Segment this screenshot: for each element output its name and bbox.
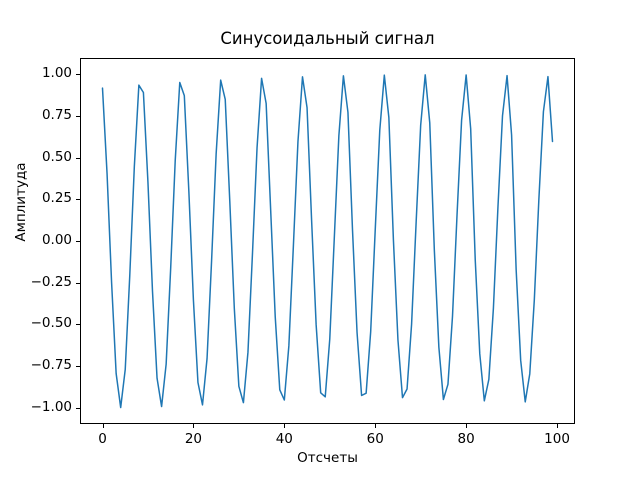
y-tick-mark bbox=[76, 116, 80, 117]
y-tick-label: 0.25 bbox=[41, 190, 72, 207]
x-tick-mark bbox=[557, 424, 558, 428]
x-tick-mark bbox=[284, 424, 285, 428]
x-tick-label: 40 bbox=[275, 431, 293, 447]
y-tick-mark bbox=[76, 408, 80, 409]
y-tick-label: −0.25 bbox=[30, 273, 72, 290]
y-tick-mark bbox=[76, 324, 80, 325]
y-tick-mark bbox=[76, 366, 80, 367]
y-tick-label: 1.00 bbox=[41, 65, 72, 82]
y-tick-mark bbox=[76, 283, 80, 284]
x-tick-mark bbox=[193, 424, 194, 428]
y-tick-mark bbox=[76, 241, 80, 242]
x-tick-label: 80 bbox=[457, 431, 475, 447]
y-tick-label: −0.50 bbox=[30, 315, 72, 332]
x-tick-mark bbox=[466, 424, 467, 428]
sine-wave-line bbox=[101, 74, 554, 409]
y-tick-label: 0.75 bbox=[41, 107, 72, 123]
y-tick-mark bbox=[76, 74, 80, 75]
chart-title: Синусоидальный сигнал bbox=[220, 29, 435, 48]
y-tick-label: 0.50 bbox=[41, 148, 72, 165]
y-tick-mark bbox=[76, 199, 80, 200]
x-tick-label: 0 bbox=[98, 431, 107, 447]
x-tick-label: 20 bbox=[184, 431, 202, 447]
y-tick-label: 0.00 bbox=[41, 232, 72, 248]
y-tick-label: −1.00 bbox=[30, 398, 72, 415]
x-tick-mark bbox=[103, 424, 104, 428]
y-axis-label: Амплитуда bbox=[13, 162, 29, 242]
x-tick-mark bbox=[375, 424, 376, 428]
x-tick-label: 100 bbox=[544, 431, 570, 447]
plot-axes bbox=[80, 58, 575, 424]
y-tick-label: −0.75 bbox=[30, 357, 72, 373]
signal-line-plot bbox=[101, 74, 554, 409]
y-axis-label-container: Амплитуда bbox=[10, 122, 30, 282]
y-tick-mark bbox=[76, 158, 80, 159]
x-axis-label: Отсчеты bbox=[297, 450, 358, 466]
x-tick-label: 60 bbox=[366, 431, 384, 447]
